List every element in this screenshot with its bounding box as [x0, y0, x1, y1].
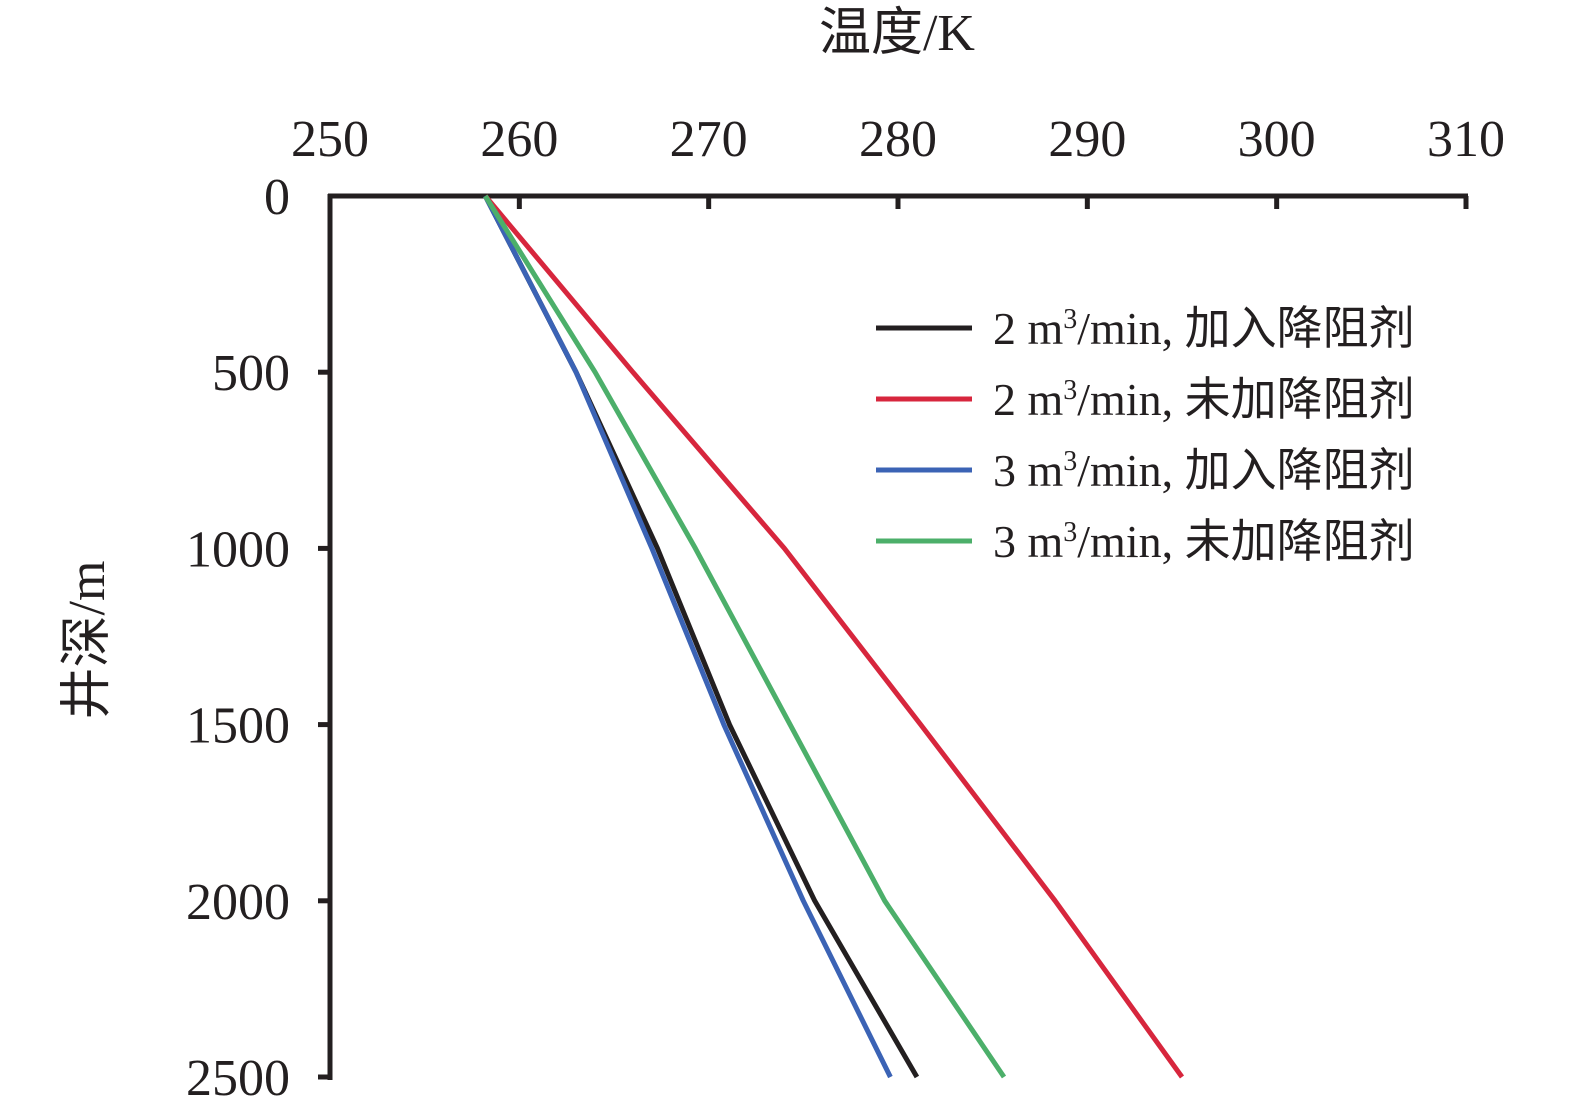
legend-label-superscript: 3 [1063, 304, 1077, 335]
series-lines [483, 194, 1185, 1079]
legend-label-superscript: 3 [1063, 517, 1077, 548]
legend-label: 2 m3/min, 加入降阻剂 [993, 303, 1415, 354]
legend-label-prefix: 3 m [993, 516, 1064, 567]
legend-label-superscript: 3 [1063, 446, 1077, 477]
legend-label-superscript: 3 [1063, 375, 1077, 406]
x-tick-label: 310 [1427, 111, 1505, 168]
legend-label-prefix: 3 m [993, 445, 1064, 496]
x-tick-label: 290 [1048, 111, 1126, 168]
x-tick-label: 260 [480, 111, 558, 168]
legend-label: 3 m3/min, 加入降阻剂 [993, 445, 1415, 496]
y-tick-label: 500 [212, 345, 290, 402]
y-tick-label: 0 [264, 169, 290, 226]
x-tick-label: 280 [859, 111, 937, 168]
legend-label: 2 m3/min, 未加降阻剂 [993, 374, 1415, 425]
x-axis-title: 温度/K [819, 5, 975, 62]
y-tick-label: 2500 [186, 1050, 290, 1107]
series-line-4 [483, 194, 1007, 1079]
legend-label-suffix: /min, 未加降阻剂 [1077, 374, 1414, 425]
series-line-3 [483, 194, 893, 1079]
legend-label-suffix: /min, 加入降阻剂 [1077, 303, 1414, 354]
legend-label-suffix: /min, 未加降阻剂 [1077, 516, 1414, 567]
y-tick-label: 2000 [186, 874, 290, 931]
y-axis-ticks: 0 500 1000 1500 2000 2500 [186, 169, 330, 1107]
series-line-2 [483, 194, 1185, 1079]
x-tick-label: 300 [1238, 111, 1316, 168]
legend-label: 3 m3/min, 未加降阻剂 [993, 516, 1415, 567]
legend-label-suffix: /min, 加入降阻剂 [1077, 445, 1414, 496]
y-axis-title: 井深/m [59, 561, 116, 720]
x-tick-label: 250 [291, 111, 369, 168]
y-tick-label: 1000 [186, 521, 290, 578]
x-tick-label: 270 [670, 111, 748, 168]
legend-label-prefix: 2 m [993, 303, 1064, 354]
y-tick-label: 1500 [186, 698, 290, 755]
legend-label-prefix: 2 m [993, 374, 1064, 425]
x-axis-ticks: 250 260 270 280 290 300 310 [291, 111, 1505, 209]
